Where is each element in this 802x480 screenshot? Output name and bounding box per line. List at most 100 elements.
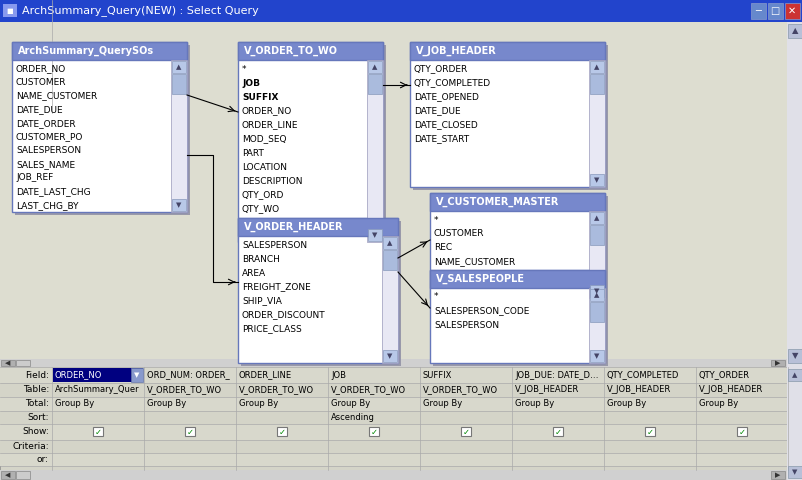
Bar — [736, 428, 746, 436]
Text: or:: or: — [37, 455, 49, 464]
Bar — [589, 174, 603, 186]
Bar — [589, 289, 603, 301]
Text: ORDER_NO: ORDER_NO — [241, 107, 292, 116]
Text: ▼: ▼ — [176, 202, 181, 208]
Text: ▲: ▲ — [593, 292, 599, 298]
Text: ✓: ✓ — [738, 428, 744, 436]
Text: V_ORDER_TO_WO: V_ORDER_TO_WO — [244, 46, 338, 56]
Bar — [367, 60, 383, 242]
Bar — [0, 453, 802, 466]
Bar — [644, 428, 654, 436]
Bar — [0, 470, 786, 480]
Bar — [237, 42, 383, 60]
Bar — [3, 4, 17, 17]
Text: ▼: ▼ — [791, 351, 797, 360]
Text: V_ORDER_TO_WO: V_ORDER_TO_WO — [239, 385, 314, 395]
Text: DATE_DUE: DATE_DUE — [414, 107, 460, 116]
Text: ORDER_DISCOUNT: ORDER_DISCOUNT — [241, 311, 326, 320]
Bar — [367, 229, 382, 241]
Text: ▶: ▶ — [775, 360, 780, 366]
Text: Field:: Field: — [25, 371, 49, 380]
Bar — [432, 273, 607, 366]
Text: V_ORDER_TO_WO: V_ORDER_TO_WO — [330, 385, 406, 395]
Text: ✓: ✓ — [462, 428, 469, 436]
Text: Sort:: Sort: — [27, 413, 49, 422]
Text: Group By: Group By — [55, 399, 94, 408]
Bar — [770, 360, 784, 366]
Bar — [1, 360, 15, 366]
Bar — [131, 368, 143, 382]
Text: Group By: Group By — [330, 399, 370, 408]
Bar — [553, 428, 562, 436]
Text: DATE_START: DATE_START — [414, 134, 468, 144]
Text: JOB_REF: JOB_REF — [16, 173, 53, 182]
Text: SHIP_VIA: SHIP_VIA — [241, 297, 282, 305]
Text: Group By: Group By — [147, 399, 186, 408]
Text: ArchSummary_Quer: ArchSummary_Quer — [55, 385, 140, 395]
Text: ✓: ✓ — [95, 428, 101, 436]
Bar — [589, 212, 603, 224]
Text: ORDER_NO: ORDER_NO — [16, 64, 67, 73]
Text: SALESPERSON: SALESPERSON — [433, 321, 499, 329]
Bar — [589, 74, 603, 94]
Text: JOB_DUE: DATE_D…: JOB_DUE: DATE_D… — [514, 371, 597, 380]
Text: QTY_ORD: QTY_ORD — [241, 191, 284, 200]
Bar — [589, 285, 603, 297]
Bar — [410, 42, 604, 187]
Text: ▲: ▲ — [593, 215, 599, 221]
Text: REC: REC — [433, 243, 452, 252]
Bar — [277, 428, 286, 436]
Text: V_JOB_HEADER: V_JOB_HEADER — [514, 385, 578, 395]
Text: JOB: JOB — [330, 371, 346, 380]
Text: ▲: ▲ — [593, 64, 599, 70]
Text: Group By: Group By — [423, 399, 462, 408]
Text: Group By: Group By — [514, 399, 553, 408]
Bar — [432, 196, 607, 301]
Text: ✓: ✓ — [370, 428, 377, 436]
Bar — [787, 349, 801, 363]
Text: DATE_OPENED: DATE_OPENED — [414, 93, 478, 101]
Bar — [0, 440, 802, 453]
Bar — [16, 360, 30, 366]
Text: PRICE_CLASS: PRICE_CLASS — [241, 324, 302, 334]
Bar — [429, 193, 604, 211]
Text: Ascending: Ascending — [330, 413, 375, 422]
Text: NAME_CUSTOMER: NAME_CUSTOMER — [433, 257, 515, 266]
Bar — [787, 466, 801, 478]
Bar — [787, 369, 801, 381]
Text: ▼: ▼ — [593, 353, 599, 359]
Bar — [1, 471, 15, 479]
Text: V_ORDER_TO_WO: V_ORDER_TO_WO — [423, 385, 497, 395]
Text: V_ORDER_HEADER: V_ORDER_HEADER — [244, 222, 343, 232]
Text: AREA: AREA — [241, 268, 265, 277]
Bar — [237, 218, 398, 236]
Text: ■: ■ — [6, 8, 14, 14]
Bar — [770, 471, 784, 479]
Bar — [367, 61, 382, 73]
Bar — [237, 42, 383, 242]
Bar — [460, 428, 471, 436]
Text: SALES_NAME: SALES_NAME — [16, 160, 75, 169]
Bar — [0, 367, 802, 480]
Bar — [171, 60, 187, 212]
Text: ▲: ▲ — [791, 26, 797, 36]
Bar — [786, 367, 802, 480]
Text: SALESPERSON: SALESPERSON — [16, 146, 81, 155]
Text: ▲: ▲ — [387, 240, 392, 246]
Text: ArchSummary_QuerySOs: ArchSummary_QuerySOs — [18, 46, 154, 56]
Bar — [0, 22, 802, 367]
Bar — [787, 24, 801, 38]
Text: PART: PART — [241, 148, 264, 157]
Bar — [0, 383, 802, 397]
Text: ▼: ▼ — [593, 288, 599, 294]
Text: JOB: JOB — [241, 79, 260, 87]
Text: DATE_LAST_CHG: DATE_LAST_CHG — [16, 187, 91, 196]
Text: ORD_NUM: ORDER_: ORD_NUM: ORDER_ — [147, 371, 229, 380]
Bar — [383, 350, 396, 362]
Bar — [0, 367, 802, 383]
Bar — [383, 250, 396, 270]
Text: Group By: Group By — [606, 399, 646, 408]
Text: DATE_DUE: DATE_DUE — [16, 105, 63, 114]
Text: DATE_ORDER: DATE_ORDER — [16, 119, 75, 128]
Bar — [429, 193, 604, 298]
